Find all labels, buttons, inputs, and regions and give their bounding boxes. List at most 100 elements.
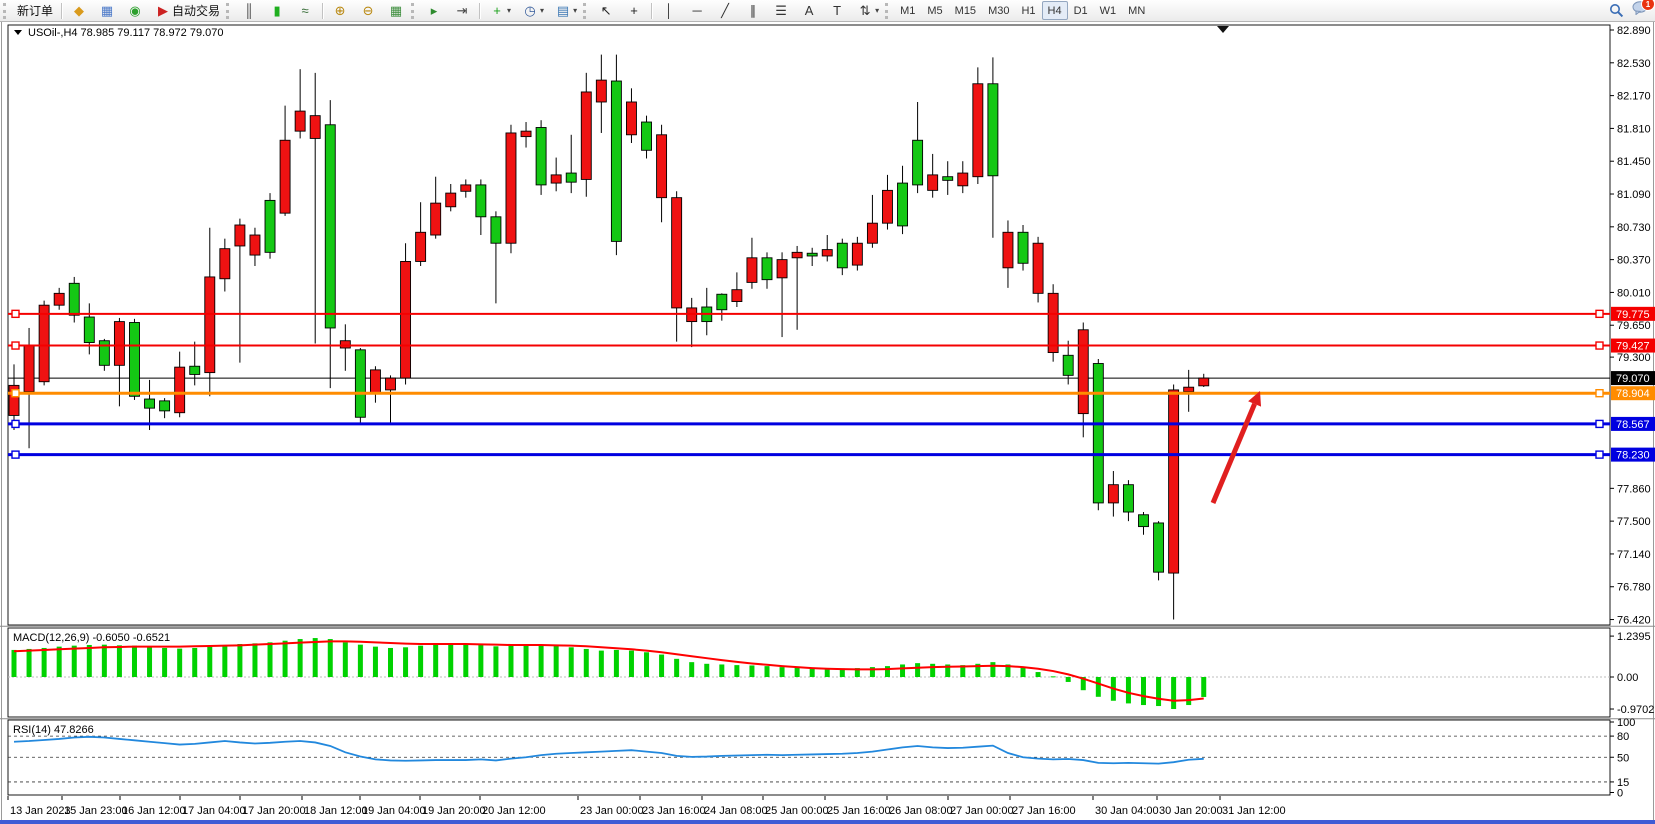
price-axis[interactable]: 82.890 82.530 82.170 81.810 81.450 81.090 80.7…: [1610, 25, 1651, 627]
candle: [339, 340, 351, 349]
macd-bar: [613, 649, 619, 677]
candle: [565, 172, 577, 183]
macd-bar: [719, 664, 725, 677]
hline-79070[interactable]: 79.070: [1611, 371, 1655, 386]
horizontal-line-icon: ─: [692, 2, 702, 18]
chart-shift-marker[interactable]: [1217, 26, 1229, 33]
autotrade-button[interactable]: ▶ 自动交易: [149, 1, 225, 21]
timeframe-button-h1[interactable]: H1: [1021, 4, 1036, 17]
line-handle: [11, 309, 20, 319]
timeframe-button-h4[interactable]: H4: [1041, 1, 1068, 20]
macd-bar: [267, 642, 273, 677]
rsi-label: RSI(14) 47.8266: [13, 724, 94, 736]
macd-bar: [372, 646, 378, 677]
candle: [249, 234, 261, 256]
crosshair-icon[interactable]: +: [620, 1, 648, 21]
fibonacci-icon[interactable]: ☰: [767, 1, 795, 21]
timeframe-button-w1[interactable]: W1: [1099, 4, 1117, 17]
macd-bar: [1065, 677, 1071, 682]
hline-78567[interactable]: 78.567: [8, 416, 1655, 431]
macd-bar: [403, 647, 409, 677]
line-handle: [1595, 419, 1604, 429]
candle: [129, 322, 140, 397]
candle: [159, 400, 171, 412]
vertical-line-icon[interactable]: │: [655, 1, 683, 21]
toolbar-grip[interactable]: [885, 2, 891, 19]
chart-area[interactable]: 82.890 82.530 82.170 81.810 81.450 81.090 80.7…: [0, 22, 1655, 824]
price-label: 78.904: [1616, 388, 1650, 400]
market-watch-icon[interactable]: ◆: [65, 1, 93, 21]
line-handle: [1595, 309, 1604, 319]
zoom-in-icon[interactable]: ⊕: [326, 1, 354, 21]
toolbar-grip[interactable]: [583, 2, 589, 19]
periods-icon[interactable]: ◷ ▾: [516, 1, 549, 21]
chevron-down-icon: ▾: [573, 6, 578, 15]
macd-bar: [659, 654, 665, 677]
candle: [520, 130, 532, 138]
price-tick-label: 80.370: [1617, 255, 1651, 267]
templates-icon[interactable]: ▤ ▾: [549, 1, 582, 21]
timeframe-button-m5[interactable]: M5: [927, 4, 943, 17]
time-tick-label: 27 Jan 00:00: [950, 805, 1014, 817]
trendline-icon[interactable]: ╱: [711, 1, 739, 21]
symbol-dropdown-icon[interactable]: [14, 30, 22, 35]
equidistant-channel-icon[interactable]: ∥: [739, 1, 767, 21]
hline-78904[interactable]: 78.904: [8, 386, 1655, 401]
time-tick-label: 30 Jan 20:00: [1159, 805, 1223, 817]
candle: [68, 282, 80, 316]
candle: [1122, 484, 1134, 513]
timeframe-button-m30[interactable]: M30: [988, 4, 1010, 17]
macd-bar: [538, 644, 544, 677]
macd-bar: [960, 665, 966, 677]
candle: [189, 365, 201, 375]
new-order-button[interactable]: 新订单: [17, 4, 54, 18]
bar-chart-icon[interactable]: ║: [235, 1, 263, 21]
chart-shift-icon: ⇥: [456, 2, 468, 18]
macd-bar: [297, 639, 303, 677]
tile-windows-icon[interactable]: ▦: [382, 1, 410, 21]
price-tick-label: 82.170: [1617, 91, 1651, 103]
data-window-icon[interactable]: ▦: [93, 1, 121, 21]
horizontal-line-icon[interactable]: ─: [683, 1, 711, 21]
line-handle: [11, 450, 20, 459]
toolbar-grip[interactable]: [3, 2, 9, 19]
hline-78230[interactable]: 78.230: [8, 447, 1655, 462]
timeframe-button-mn[interactable]: MN: [1128, 4, 1146, 17]
chevron-down-icon: ▾: [540, 6, 545, 15]
hline-79775[interactable]: 79.775: [8, 306, 1655, 321]
candle: [98, 340, 110, 366]
rsi-tick-label: 100: [1617, 717, 1635, 729]
toolbar: 新订单 ◆ ▦ ◉ ▶ 自动交易 ║ ▮ ≈ ⊕ ⊖ ▦ ▸ ⇥ + ▾ ◷ ▾ ▤ ▾ ↖ + │ ─ ╱ ∥ ☰ A T ⇅ ▾ M1 M5…: [0, 0, 1655, 22]
search-icon[interactable]: [1609, 3, 1624, 18]
hline-79427[interactable]: 79.427: [8, 338, 1655, 353]
price-label: 79.775: [1616, 309, 1650, 321]
candlestick-chart-icon[interactable]: ▮: [263, 1, 291, 21]
macd-bar: [342, 642, 348, 677]
arrows-tool-icon[interactable]: ⇅ ▾: [851, 1, 884, 21]
macd-bar: [463, 644, 469, 677]
text-label-icon[interactable]: T: [823, 1, 851, 21]
cursor-icon[interactable]: ↖: [592, 1, 620, 21]
timeframe-button-d1[interactable]: D1: [1073, 4, 1088, 17]
line-chart-icon[interactable]: ≈: [291, 1, 319, 21]
text-icon[interactable]: A: [795, 1, 823, 21]
price-label-box: [1611, 416, 1655, 431]
candle: [415, 231, 427, 262]
macd-bar: [568, 647, 574, 677]
toolbar-grip[interactable]: [411, 2, 417, 19]
macd-bar: [734, 665, 740, 677]
time-tick-label: 16 Jan 12:00: [122, 805, 186, 817]
periods-icon: ◷: [524, 2, 536, 18]
candle: [580, 91, 592, 180]
notifications-button[interactable]: 1: [1632, 0, 1655, 20]
annotation-arrow[interactable]: [1210, 391, 1262, 504]
auto-scroll-icon[interactable]: ▸: [420, 1, 448, 21]
chart-shift-icon[interactable]: ⇥: [448, 1, 476, 21]
toolbar-grip[interactable]: [226, 2, 232, 19]
navigator-icon[interactable]: ◉: [121, 1, 149, 21]
timeframe-button-m15[interactable]: M15: [954, 4, 977, 17]
indicators-icon[interactable]: + ▾: [483, 1, 516, 21]
zoom-out-icon[interactable]: ⊖: [354, 1, 382, 21]
timeframe-button-m1[interactable]: M1: [900, 4, 916, 17]
